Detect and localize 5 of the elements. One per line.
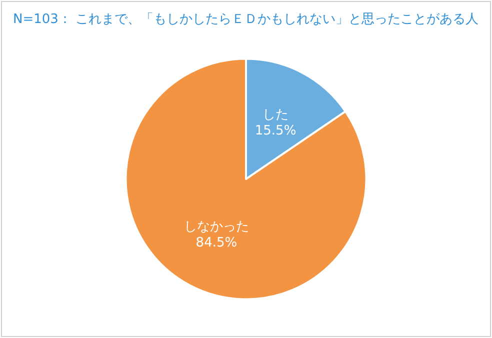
- data-label: 84.5%: [196, 235, 238, 250]
- chart-title: N=103： これまで、「もしかしたらＥＤかもしれない」と思ったことがある人: [13, 12, 479, 27]
- data-label: 15.5%: [254, 124, 296, 139]
- slice-label: しなかった: [184, 219, 249, 234]
- slice-label: した: [262, 108, 289, 123]
